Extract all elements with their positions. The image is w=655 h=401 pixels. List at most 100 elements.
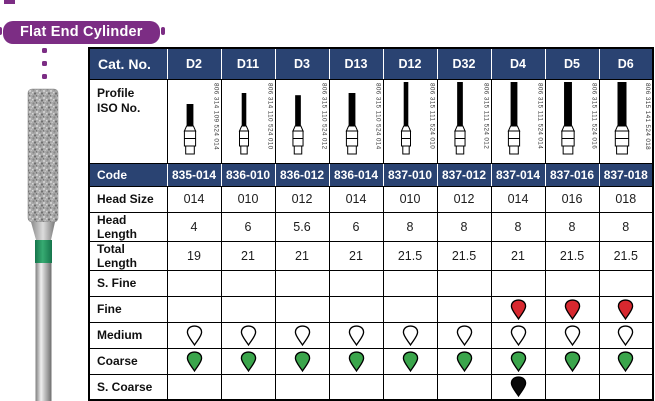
bur-neck (31, 222, 55, 240)
grit-drop-icon (510, 350, 526, 372)
cell-code-D6: 837-018 (598, 162, 654, 187)
cell-s_fine-D13 (328, 269, 384, 297)
profile-cell-D5: 806 315 111 524 016 (544, 78, 600, 164)
cell-fine-D12 (382, 295, 438, 323)
cell-s_coarse-D4 (490, 373, 546, 401)
cell-code-D4: 837-014 (490, 162, 546, 187)
profile-cell-D4: 806 315 111 524 014 (490, 78, 546, 164)
col-header-D13: D13 (328, 47, 384, 80)
col-header-D32: D32 (436, 47, 492, 80)
row-label-total_length: Total Length (88, 240, 168, 271)
cell-total_length-D32: 21.5 (436, 240, 492, 271)
bur-profile-icon (400, 81, 412, 154)
cell-s_fine-D5 (544, 269, 600, 297)
cell-fine-D6 (598, 295, 654, 323)
cell-s_coarse-D6 (598, 373, 654, 401)
cell-head_length-D5: 8 (544, 211, 600, 242)
grit-drop-icon (510, 298, 526, 320)
row-medium: Medium (88, 321, 654, 349)
grit-drop-icon (618, 324, 634, 346)
cell-code-D32: 837-012 (436, 162, 492, 187)
cell-head_length-D11: 6 (220, 211, 276, 242)
cell-s_coarse-D13 (328, 373, 384, 401)
cell-coarse-D5 (544, 347, 600, 375)
row-head_length: Head Length 4 6 5.6 6 8 8 8 8 8 (88, 211, 654, 242)
cell-medium-D6 (598, 321, 654, 349)
row-coarse: Coarse (88, 347, 654, 375)
cell-head_length-D3: 5.6 (274, 211, 330, 242)
iso-number-D12: 806 315 111 524 010 (428, 82, 436, 149)
bur-green-band (35, 240, 52, 263)
cell-s_fine-D3 (274, 269, 330, 297)
cell-s_fine-D11 (220, 269, 276, 297)
cell-medium-D12 (382, 321, 438, 349)
iso-number-D4: 806 315 111 524 014 (536, 82, 544, 149)
cell-total_length-D11: 21 (220, 240, 276, 271)
cell-s_coarse-D2 (166, 373, 222, 401)
iso-number-D32: 806 315 111 524 012 (482, 82, 490, 149)
cell-coarse-D11 (220, 347, 276, 375)
col-header-D3: D3 (274, 47, 330, 80)
diamond-bur-photo (27, 88, 59, 401)
grit-drop-icon (564, 350, 580, 372)
grit-drop-icon (348, 350, 364, 372)
grit-drop-icon (618, 298, 634, 320)
row-s_coarse: S. Coarse (88, 373, 654, 401)
cell-coarse-D4 (490, 347, 546, 375)
profile-iso-label-line: Profile (97, 85, 135, 100)
cell-head_size-D3: 012 (274, 185, 330, 213)
cell-s_fine-D4 (490, 269, 546, 297)
cell-head_size-D2: 014 (166, 185, 222, 213)
iso-number-D13: 806 315 110 524 014 (374, 82, 382, 150)
grit-drop-icon (348, 324, 364, 346)
cell-total_length-D12: 21.5 (382, 240, 438, 271)
cell-fine-D13 (328, 295, 384, 323)
page-corner-ornament (4, 0, 15, 4)
grit-drop-icon (402, 350, 418, 372)
cell-head_size-D32: 012 (436, 185, 492, 213)
cell-coarse-D13 (328, 347, 384, 375)
header-row: Cat. No. D2 D11 D3 D13 D12 D32 D4 D5 D6 (88, 47, 654, 80)
grit-drop-icon (510, 376, 526, 398)
profile-cell-D11: 806 314 110 524 010 (220, 78, 276, 164)
cell-head_size-D4: 014 (490, 185, 546, 213)
cell-code-D12: 837-010 (382, 162, 438, 187)
cell-total_length-D13: 21 (328, 240, 384, 271)
section-title-badge: Flat End Cylinder (0, 21, 165, 44)
grit-drop-icon (564, 298, 580, 320)
profile-cell-D13: 806 315 110 524 014 (328, 78, 384, 164)
bullet-icon (42, 74, 47, 79)
cell-coarse-D32 (436, 347, 492, 375)
cell-code-D13: 836-014 (328, 162, 384, 187)
row-label-s_fine: S. Fine (88, 269, 168, 297)
grit-drop-icon (186, 350, 202, 372)
iso-number-D5: 806 315 111 524 016 (590, 82, 598, 149)
cell-code-D5: 837-016 (544, 162, 600, 187)
profile-row: Profile ISO No. 806 314 109 524 014 806 314… (88, 78, 654, 164)
bur-profile-icon (183, 103, 197, 154)
bur-profile-icon (292, 94, 304, 154)
cell-s_fine-D6 (598, 269, 654, 297)
grit-drop-icon (510, 324, 526, 346)
row-label-medium: Medium (88, 321, 168, 349)
row-head_size: Head Size 014 010 012 014 010 012 014 016 018 (88, 185, 654, 213)
cell-code-D11: 836-010 (220, 162, 276, 187)
bur-profile-icon (238, 92, 250, 154)
bur-profile-icon (345, 92, 359, 154)
row-label-code: Code (88, 162, 168, 187)
row-s_fine: S. Fine (88, 269, 654, 297)
iso-number-D3: 806 315 110 524 012 (320, 82, 328, 150)
cell-total_length-D2: 19 (166, 240, 222, 271)
cell-medium-D11 (220, 321, 276, 349)
col-header-D6: D6 (598, 47, 654, 80)
cell-head_length-D4: 8 (490, 211, 546, 242)
cell-fine-D2 (166, 295, 222, 323)
bullet-list-decoration (42, 48, 47, 79)
profile-cell-D12: 806 315 111 524 010 (382, 78, 438, 164)
row-fine: Fine (88, 295, 654, 323)
grit-drop-icon (456, 324, 472, 346)
bur-profile-icon (561, 81, 575, 154)
bur-shank (35, 263, 52, 401)
row-label-s_coarse: S. Coarse (88, 373, 168, 401)
